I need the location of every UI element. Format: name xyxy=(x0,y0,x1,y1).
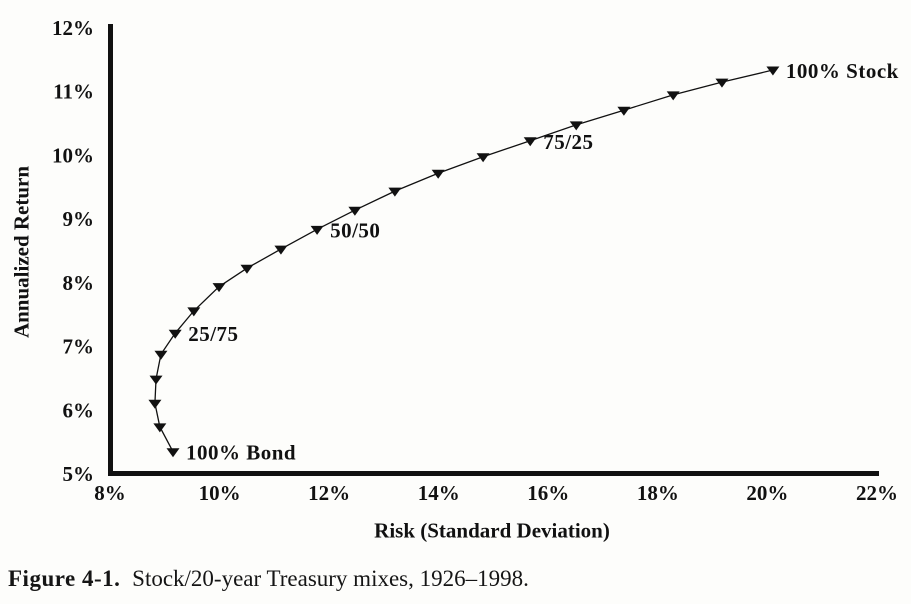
frontier-line xyxy=(154,69,774,453)
y-axis-line xyxy=(108,24,113,476)
data-point-marker-90/10 xyxy=(666,91,680,101)
y-tick-label: 5% xyxy=(63,462,95,486)
y-tick-label: 6% xyxy=(63,398,95,422)
x-tick-label: 16% xyxy=(527,481,569,505)
data-point-marker-5/95 xyxy=(153,423,167,433)
data-point-marker-10/90 xyxy=(148,399,162,409)
y-tick-label: 12% xyxy=(52,16,94,40)
x-axis-title: Risk (Standard Deviation) xyxy=(374,518,610,543)
figure-caption-text: Stock/20-year Treasury mixes, 1926–1998. xyxy=(132,566,529,591)
x-tick-label: 12% xyxy=(308,481,350,505)
data-point-marker-35/65 xyxy=(212,283,226,293)
x-axis-line xyxy=(108,471,879,476)
y-tick-label: 9% xyxy=(63,207,95,231)
x-tick-label: 14% xyxy=(418,481,460,505)
figure-caption: Figure 4-1. Stock/20-year Treasury mixes… xyxy=(8,566,529,592)
data-point-marker-50/50 xyxy=(310,225,324,235)
data-point-marker-25/75 xyxy=(168,329,182,339)
point-label: 25/75 xyxy=(188,322,238,346)
data-point-marker-20/80 xyxy=(154,350,168,360)
x-tick-label: 10% xyxy=(199,481,241,505)
x-tick-label: 20% xyxy=(746,481,788,505)
x-tick-label: 8% xyxy=(94,481,126,505)
data-point-marker-100/0 xyxy=(766,66,780,76)
point-label: 50/50 xyxy=(330,218,380,242)
y-tick-label: 8% xyxy=(63,271,95,295)
point-label: 75/25 xyxy=(543,130,593,154)
data-point-marker-80/20 xyxy=(569,121,583,131)
y-axis-title: Annualized Return xyxy=(9,165,34,339)
data-point-marker-15/85 xyxy=(149,375,163,385)
data-point-marker-95/5 xyxy=(715,78,729,88)
data-point-marker-65/35 xyxy=(431,169,445,179)
data-point-marker-70/30 xyxy=(476,153,490,163)
data-point-marker-30/70 xyxy=(187,307,201,317)
point-label: 100% Bond xyxy=(186,441,296,465)
x-tick-label: 18% xyxy=(637,481,679,505)
chart-canvas: 8% 10% 12% 14% 16% 18% 20% 22% 5% 6% 7% 8% 9% 10% 11% 1… xyxy=(52,16,899,505)
point-label: 100% Stock xyxy=(786,59,899,83)
y-tick-label: 10% xyxy=(52,143,94,167)
y-tick-label: 7% xyxy=(63,335,95,359)
data-point-marker-85/15 xyxy=(617,106,631,116)
data-point-marker-75/25 xyxy=(523,137,537,147)
data-point-marker-45/55 xyxy=(274,245,288,255)
efficient-frontier-chart: 8% 10% 12% 14% 16% 18% 20% 22% 5% 6% 7% 8% 9% 10% 11% 1… xyxy=(9,16,899,543)
data-point-marker-40/60 xyxy=(240,264,254,274)
data-point-marker-60/40 xyxy=(388,187,402,197)
figure-caption-label: Figure 4-1. xyxy=(8,566,121,591)
x-tick-label: 22% xyxy=(856,481,898,505)
data-point-marker-0/100 xyxy=(166,448,180,458)
y-tick-label: 11% xyxy=(53,80,94,104)
data-point-marker-55/45 xyxy=(348,206,362,216)
